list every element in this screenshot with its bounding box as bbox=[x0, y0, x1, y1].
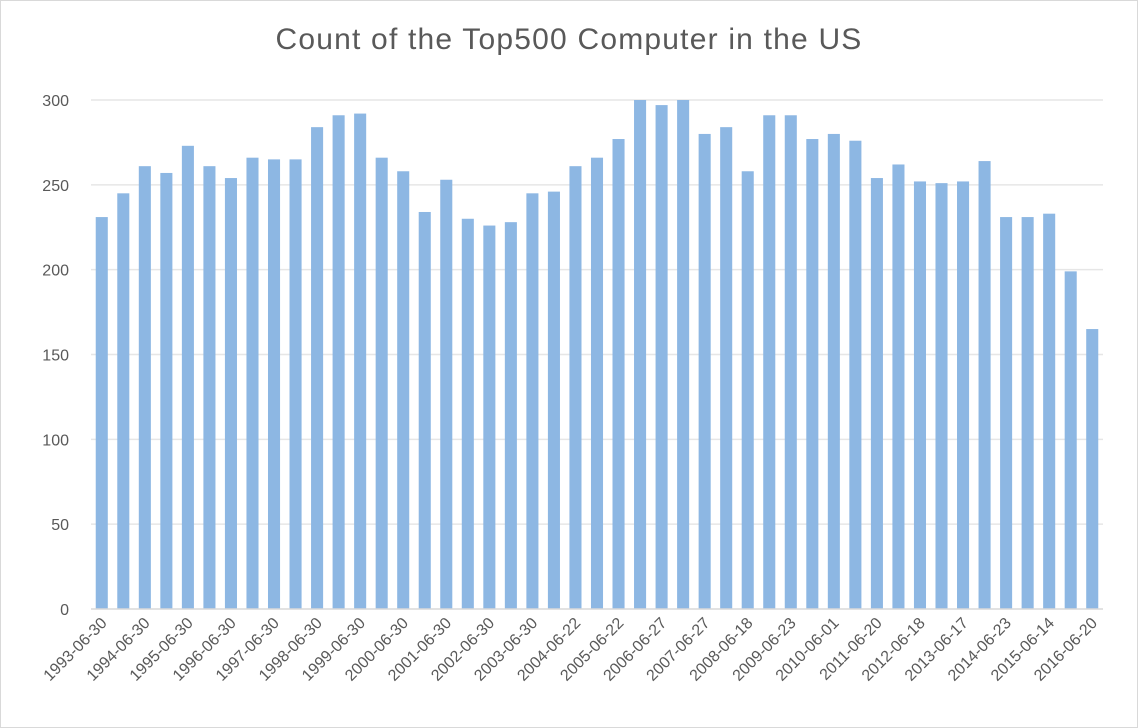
bar bbox=[978, 161, 991, 609]
bars bbox=[95, 100, 1099, 610]
bar bbox=[1043, 213, 1056, 609]
bar bbox=[375, 157, 388, 610]
bar bbox=[741, 171, 754, 609]
y-axis-ticks: 0 50 100 150 200 250 300 bbox=[42, 93, 69, 619]
y-tick-label: 300 bbox=[42, 93, 69, 110]
bar bbox=[634, 100, 647, 609]
bar bbox=[590, 157, 604, 610]
y-tick-label: 0 bbox=[60, 602, 69, 619]
bar bbox=[935, 183, 948, 610]
bar bbox=[181, 145, 194, 609]
bar bbox=[655, 105, 668, 609]
bar bbox=[547, 191, 560, 609]
bar bbox=[246, 157, 259, 610]
bar bbox=[160, 172, 173, 609]
bar bbox=[1064, 271, 1077, 609]
bar bbox=[526, 193, 539, 610]
bar bbox=[224, 178, 237, 609]
bar bbox=[332, 115, 345, 610]
bar bbox=[289, 159, 302, 609]
bar bbox=[483, 225, 496, 609]
bar bbox=[870, 178, 883, 609]
bar bbox=[203, 166, 216, 610]
bar bbox=[418, 211, 431, 610]
bar bbox=[957, 181, 970, 609]
bar bbox=[827, 133, 840, 609]
bar bbox=[354, 113, 367, 609]
bar bbox=[397, 171, 410, 609]
y-tick-label: 50 bbox=[51, 517, 69, 534]
bar bbox=[504, 222, 517, 609]
bar bbox=[612, 139, 625, 610]
bar bbox=[1000, 217, 1013, 609]
bar bbox=[440, 179, 453, 609]
bar bbox=[569, 166, 582, 610]
bar bbox=[806, 139, 819, 610]
bar bbox=[311, 127, 324, 609]
bar bbox=[913, 181, 927, 609]
bar bbox=[461, 218, 474, 609]
y-tick-label: 150 bbox=[42, 348, 69, 365]
bar bbox=[677, 100, 690, 609]
bar bbox=[117, 193, 130, 610]
x-axis-ticks: 1993-06-301994-06-301995-06-301996-06-30… bbox=[41, 615, 1101, 685]
bar bbox=[267, 159, 281, 609]
bar bbox=[138, 166, 151, 610]
bar bbox=[698, 133, 711, 609]
bar bbox=[849, 140, 862, 609]
y-tick-label: 200 bbox=[42, 263, 69, 280]
bar bbox=[1086, 329, 1099, 609]
bar bbox=[784, 115, 797, 610]
bar bbox=[892, 164, 905, 609]
chart-title: Count of the Top500 Computer in the US bbox=[275, 23, 863, 56]
bar bbox=[1021, 217, 1034, 609]
bar bbox=[95, 217, 108, 609]
y-tick-label: 250 bbox=[42, 178, 69, 195]
bar bbox=[720, 127, 733, 609]
bar bbox=[763, 115, 776, 610]
y-tick-label: 100 bbox=[42, 432, 69, 449]
